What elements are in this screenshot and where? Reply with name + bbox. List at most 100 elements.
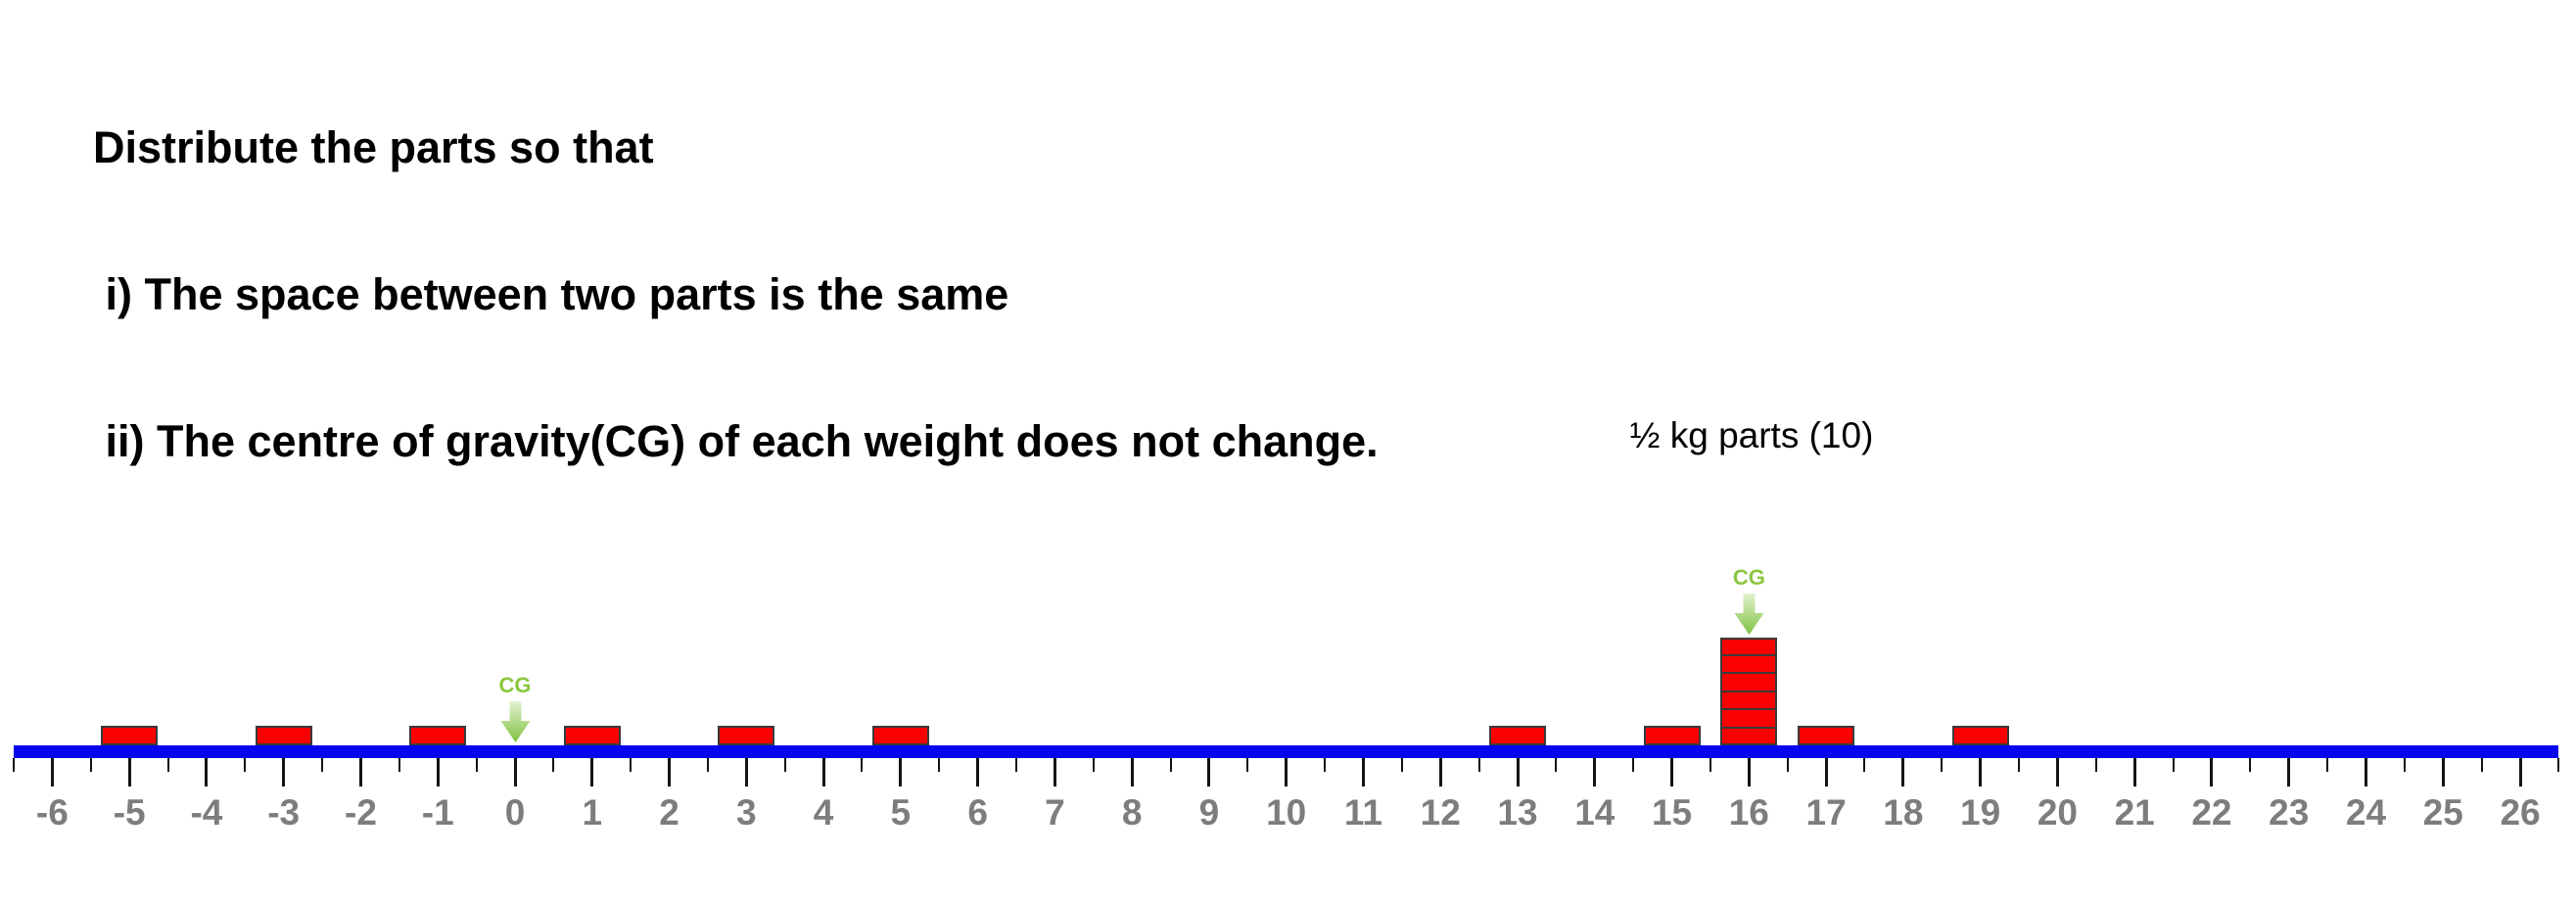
- major-tick: [1438, 758, 1442, 786]
- instructions-text: Distribute the parts so that i) The spac…: [93, 25, 1379, 564]
- tick-label: 2: [659, 792, 679, 833]
- weight-part[interactable]: [1951, 726, 2009, 745]
- minor-tick: [938, 758, 941, 772]
- weight-part[interactable]: [1643, 726, 1701, 745]
- minor-tick: [1941, 758, 1944, 772]
- minor-tick: [2018, 758, 2020, 772]
- tick-label: -5: [113, 792, 146, 833]
- stack-divider: [1722, 726, 1776, 729]
- tick-label: 1: [582, 792, 603, 833]
- major-tick: [590, 758, 594, 786]
- cg-label: CG: [1732, 564, 1765, 590]
- major-tick: [1901, 758, 1905, 786]
- stack-divider: [1722, 672, 1776, 675]
- weight-part[interactable]: [1489, 726, 1546, 745]
- minor-tick: [1709, 758, 1711, 772]
- minor-tick: [1169, 758, 1172, 772]
- instruction-line-1: Distribute the parts so that: [93, 122, 654, 172]
- minor-tick: [1477, 758, 1480, 772]
- minor-tick: [2249, 758, 2252, 772]
- minor-tick: [2403, 758, 2406, 772]
- tick-label: 14: [1574, 792, 1616, 833]
- tick-label: -2: [345, 792, 377, 833]
- number-line-bar: [13, 745, 2559, 758]
- minor-tick: [783, 758, 786, 772]
- major-tick: [2518, 758, 2522, 786]
- cg-down-arrow-icon: [500, 701, 530, 742]
- tick-label: 7: [1045, 792, 1065, 833]
- tick-label: 0: [504, 792, 526, 833]
- tick-label: 12: [1420, 792, 1461, 833]
- major-tick: [358, 758, 362, 786]
- tick-label: 13: [1497, 792, 1538, 833]
- minor-tick: [321, 758, 324, 772]
- stack-divider: [1722, 653, 1776, 656]
- major-tick: [282, 758, 286, 786]
- weight-part[interactable]: [101, 726, 159, 745]
- tick-label: 8: [1121, 792, 1143, 833]
- weight-part[interactable]: [563, 726, 621, 745]
- minor-tick: [630, 758, 632, 772]
- minor-tick: [1555, 758, 1558, 772]
- instruction-line-2: i) The space between two parts is the sa…: [93, 269, 1009, 319]
- tick-label: 9: [1198, 792, 1220, 833]
- major-tick: [2364, 758, 2367, 786]
- major-tick: [821, 758, 825, 786]
- tick-label: 20: [2037, 792, 2078, 833]
- major-tick: [1670, 758, 1674, 786]
- minor-tick: [1400, 758, 1403, 772]
- cg-marker: CG: [1732, 564, 1765, 635]
- major-tick: [1747, 758, 1751, 786]
- minor-tick: [12, 758, 15, 772]
- weight-part-stack[interactable]: [1720, 637, 1778, 745]
- tick-label: 4: [813, 792, 834, 833]
- major-tick: [1285, 758, 1288, 786]
- major-tick: [668, 758, 672, 786]
- minor-tick: [2094, 758, 2097, 772]
- tick-label: 19: [1960, 792, 2001, 833]
- stack-divider: [1722, 708, 1776, 711]
- major-tick: [127, 758, 131, 786]
- major-tick: [1593, 758, 1597, 786]
- tick-label: 3: [736, 792, 757, 833]
- cg-label: CG: [498, 673, 532, 697]
- tick-label: 17: [1805, 792, 1847, 833]
- tick-label: 15: [1651, 792, 1693, 833]
- minor-tick: [244, 758, 247, 772]
- tick-label: 10: [1266, 792, 1307, 833]
- minor-tick: [475, 758, 478, 772]
- major-tick: [436, 758, 440, 786]
- major-tick: [2055, 758, 2059, 786]
- major-tick: [744, 758, 748, 786]
- weight-part[interactable]: [871, 726, 929, 745]
- tick-label: 18: [1883, 792, 1924, 833]
- minor-tick: [89, 758, 92, 772]
- tick-label: 25: [2422, 792, 2463, 833]
- tick-label: -6: [35, 792, 69, 833]
- major-tick: [513, 758, 517, 786]
- major-tick: [2132, 758, 2136, 786]
- minor-tick: [2326, 758, 2329, 772]
- weight-part[interactable]: [409, 726, 467, 745]
- weight-part[interactable]: [718, 726, 775, 745]
- stack-divider: [1722, 690, 1776, 692]
- major-tick: [1361, 758, 1365, 786]
- tick-label: 16: [1728, 792, 1769, 833]
- minor-tick: [1324, 758, 1327, 772]
- instruction-line-3: ii) The centre of gravity(CG) of each we…: [93, 416, 1379, 466]
- tick-label: 24: [2345, 792, 2387, 833]
- minor-tick: [1015, 758, 1017, 772]
- major-tick: [2210, 758, 2214, 786]
- weight-part[interactable]: [1798, 726, 1855, 745]
- major-tick: [1130, 758, 1134, 786]
- minor-tick: [706, 758, 709, 772]
- major-tick: [1207, 758, 1211, 786]
- major-tick: [976, 758, 980, 786]
- weight-part[interactable]: [255, 726, 312, 745]
- major-tick: [1516, 758, 1520, 786]
- tick-label: -4: [190, 792, 223, 833]
- tick-label: -1: [421, 792, 454, 833]
- major-tick: [1053, 758, 1056, 786]
- minor-tick: [1786, 758, 1789, 772]
